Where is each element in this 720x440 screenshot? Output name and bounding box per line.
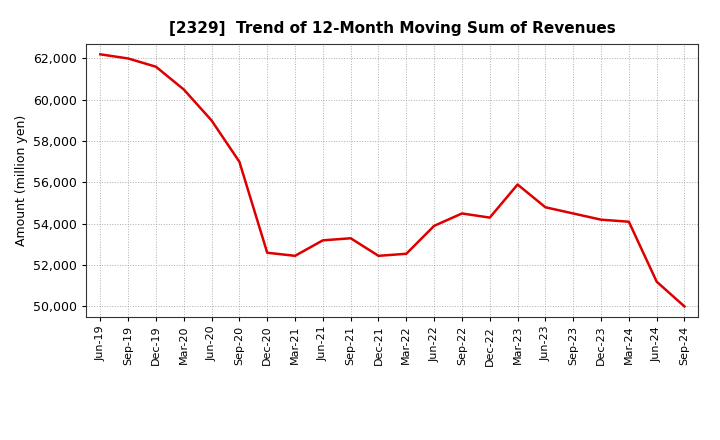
Title: [2329]  Trend of 12-Month Moving Sum of Revenues: [2329] Trend of 12-Month Moving Sum of R… (169, 21, 616, 36)
Y-axis label: Amount (million yen): Amount (million yen) (15, 115, 28, 246)
